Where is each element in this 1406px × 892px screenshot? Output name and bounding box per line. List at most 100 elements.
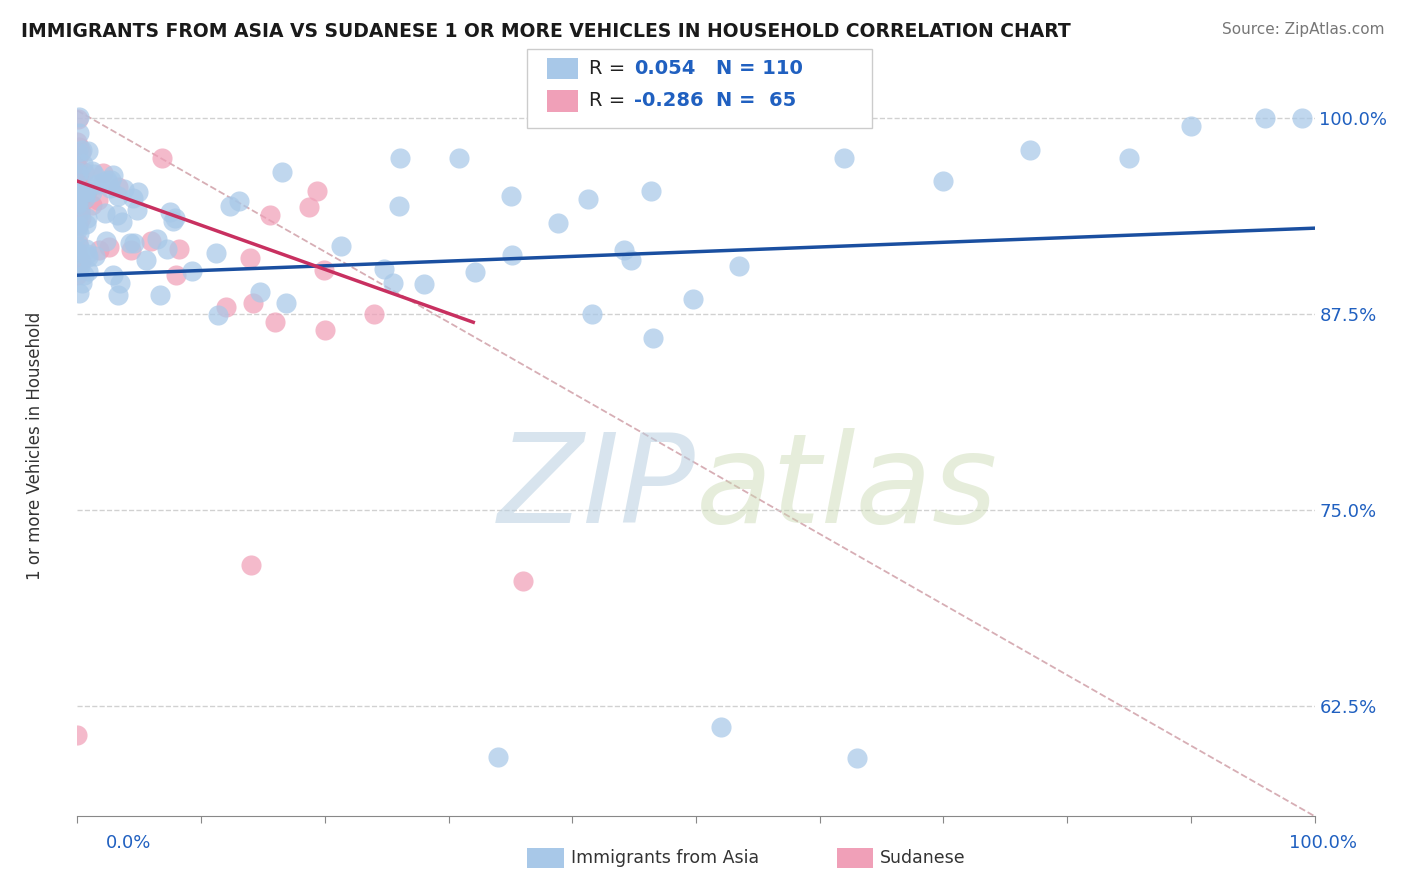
Point xyxy=(239,252,262,266)
Point xyxy=(512,574,534,588)
Point xyxy=(66,244,89,258)
Point xyxy=(640,184,662,198)
Point xyxy=(125,202,148,217)
Point xyxy=(67,177,90,191)
Point xyxy=(77,144,100,158)
Point xyxy=(413,277,436,291)
Text: N = 110: N = 110 xyxy=(716,59,803,78)
Point xyxy=(66,204,89,219)
Point xyxy=(76,242,98,256)
Point xyxy=(66,728,89,742)
Point xyxy=(66,198,89,212)
Point xyxy=(330,239,353,253)
Point xyxy=(107,179,129,194)
Point xyxy=(264,315,287,329)
Point xyxy=(67,240,90,254)
Point xyxy=(135,252,157,267)
Point xyxy=(67,165,90,179)
Point xyxy=(314,263,336,277)
Point xyxy=(69,211,91,226)
Point xyxy=(259,208,281,222)
Point xyxy=(66,192,89,206)
Point xyxy=(643,331,665,345)
Point xyxy=(159,205,181,219)
Point xyxy=(547,216,569,230)
Point xyxy=(314,323,336,337)
Point xyxy=(165,211,187,226)
Point xyxy=(710,720,733,734)
Point xyxy=(139,234,162,248)
Point xyxy=(77,250,100,264)
Point xyxy=(89,243,111,257)
Text: 1 or more Vehicles in Household: 1 or more Vehicles in Household xyxy=(27,312,44,580)
Point xyxy=(1254,112,1277,126)
Point xyxy=(72,143,94,157)
Point xyxy=(388,151,411,165)
Point xyxy=(66,184,89,198)
Point xyxy=(66,169,89,184)
Point xyxy=(298,200,321,214)
Point xyxy=(67,145,90,159)
Point xyxy=(98,240,121,254)
Point xyxy=(66,223,89,237)
Point xyxy=(107,288,129,302)
Point xyxy=(66,194,89,209)
Point xyxy=(101,168,124,182)
Point xyxy=(86,177,108,191)
Point xyxy=(121,190,143,204)
Point xyxy=(108,276,131,290)
Point xyxy=(66,194,89,209)
Point xyxy=(101,268,124,282)
Point xyxy=(66,244,89,258)
Point xyxy=(464,265,486,279)
Point xyxy=(67,177,90,191)
Point xyxy=(67,126,90,140)
Point xyxy=(242,295,264,310)
Point xyxy=(70,276,93,290)
Point xyxy=(205,245,228,260)
Point xyxy=(97,177,120,191)
Point xyxy=(146,232,169,246)
Point xyxy=(73,164,96,178)
Point xyxy=(239,558,262,573)
Text: 100.0%: 100.0% xyxy=(1289,834,1357,852)
Point xyxy=(127,185,149,199)
Point xyxy=(66,214,89,228)
Point xyxy=(66,186,89,200)
Point xyxy=(67,285,90,300)
Text: R =: R = xyxy=(589,91,631,111)
Point xyxy=(66,185,89,199)
Point xyxy=(111,215,134,229)
Point xyxy=(67,186,90,201)
Point xyxy=(76,184,98,198)
Point xyxy=(932,174,955,188)
Point xyxy=(96,173,118,187)
Point xyxy=(271,165,294,179)
Point xyxy=(75,185,97,199)
Point xyxy=(66,150,89,164)
Point xyxy=(1118,151,1140,165)
Point xyxy=(449,151,471,165)
Point xyxy=(218,199,240,213)
Point xyxy=(66,217,89,231)
Text: 0.054: 0.054 xyxy=(634,59,696,78)
Point xyxy=(96,234,118,248)
Point xyxy=(72,157,94,171)
Point xyxy=(274,296,297,310)
Point xyxy=(73,268,96,282)
Point xyxy=(70,253,93,268)
Point xyxy=(66,218,89,232)
Point xyxy=(620,252,643,267)
Point xyxy=(66,207,89,221)
Text: Source: ZipAtlas.com: Source: ZipAtlas.com xyxy=(1222,22,1385,37)
Point xyxy=(66,208,89,222)
Point xyxy=(66,165,89,179)
Text: N =  65: N = 65 xyxy=(716,91,796,111)
Point xyxy=(67,110,90,124)
Point xyxy=(167,243,190,257)
Text: IMMIGRANTS FROM ASIA VS SUDANESE 1 OR MORE VEHICLES IN HOUSEHOLD CORRELATION CHA: IMMIGRANTS FROM ASIA VS SUDANESE 1 OR MO… xyxy=(21,22,1071,41)
Point xyxy=(66,198,89,212)
Point xyxy=(66,135,89,149)
Point xyxy=(381,277,404,291)
Point xyxy=(66,112,89,126)
